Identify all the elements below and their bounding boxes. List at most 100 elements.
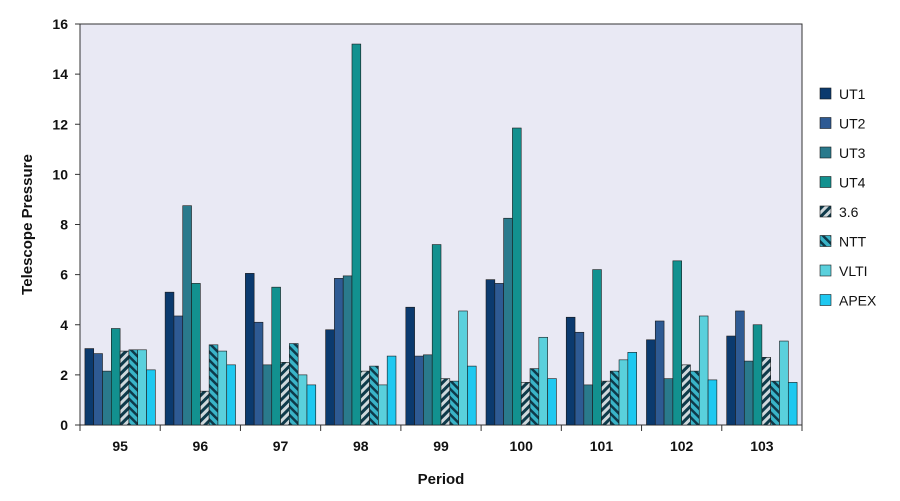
axes-layer: 0 2 4 6 8 10 12 14 16 95 96 97 98 99 100 101 102 103 [52, 16, 803, 454]
bar-36-97 [280, 362, 290, 426]
x-tick-label: 103 [750, 438, 774, 454]
y-tick-label: 12 [52, 116, 68, 132]
y-tick-label: 8 [60, 217, 68, 233]
bar-36-100 [520, 382, 531, 426]
bar-36-102 [681, 364, 691, 426]
bar-apex-97 [306, 384, 317, 426]
bar-ntt-101 [609, 370, 620, 426]
bar-ut2-99 [414, 355, 424, 426]
x-tick-label: 97 [273, 438, 289, 454]
bar-ut4-97 [271, 286, 281, 426]
bar-apex-101 [627, 352, 637, 426]
bar-ut2-101 [574, 331, 585, 426]
bar-ut2-96 [173, 315, 184, 426]
legend-label: UT4 [839, 175, 866, 191]
bar-ut1-96 [164, 291, 175, 426]
legend-label: NTT [839, 234, 867, 250]
bar-36-96 [200, 390, 210, 426]
bar-ut1-99 [405, 306, 415, 426]
bar-36-103 [761, 357, 771, 426]
x-tick-label: 100 [510, 438, 534, 454]
bar-vlti-101 [618, 359, 629, 426]
bar-ntt-97 [289, 343, 299, 426]
bar-apex-98 [386, 355, 397, 426]
bar-vlti-102 [698, 315, 709, 426]
legend-swatch-ntt [819, 235, 832, 247]
bar-ut4-98 [351, 43, 362, 426]
bar-vlti-99 [458, 310, 468, 426]
bar-ut4-103 [752, 324, 763, 426]
bar-ut1-98 [325, 329, 335, 426]
bar-36-99 [440, 378, 451, 426]
bar-ut4-100 [512, 127, 522, 426]
legend-swatch-apex [819, 294, 832, 306]
bar-ut1-103 [726, 335, 736, 426]
bar-ut1-101 [565, 316, 576, 426]
bar-36-98 [360, 370, 370, 426]
bar-vlti-97 [297, 374, 308, 426]
legend-label: UT1 [839, 86, 866, 102]
legend: UT1 UT2 UT3 UT4 3.6 NTT VLTI APEX [819, 86, 877, 309]
legend-label: 3.6 [839, 204, 859, 220]
bar-apex-100 [547, 378, 557, 426]
bar-ut4-96 [191, 283, 201, 426]
bar-ntt-96 [208, 344, 219, 426]
bar-ntt-100 [529, 368, 540, 426]
bar-ut3-100 [503, 217, 513, 426]
bar-apex-102 [707, 379, 718, 426]
bar-ntt-95 [128, 349, 139, 426]
bar-ut2-102 [654, 320, 665, 426]
bar-vlti-103 [779, 340, 789, 426]
bar-ntt-103 [770, 380, 780, 426]
bar-ut3-96 [182, 205, 192, 426]
bar-vlti-100 [538, 336, 548, 426]
bar-36-95 [119, 350, 130, 426]
legend-label: VLTI [839, 263, 868, 279]
y-axis-title: Telescope Pressure [19, 154, 36, 295]
legend-swatch-ut2 [819, 117, 832, 129]
y-tick-label: 4 [60, 317, 68, 333]
bar-ut2-97 [253, 321, 264, 426]
bar-ut2-98 [334, 278, 344, 426]
bar-ut4-99 [431, 244, 442, 426]
x-tick-label: 96 [193, 438, 209, 454]
bar-ut2-95 [93, 353, 103, 426]
bar-ntt-102 [690, 370, 700, 426]
legend-swatch-vlti [819, 264, 832, 277]
bar-ut1-97 [245, 273, 255, 426]
legend-swatch-36 [819, 205, 832, 218]
bar-ntt-99 [449, 380, 459, 426]
legend-swatch-ut1 [819, 87, 832, 100]
bar-apex-95 [146, 369, 156, 426]
bar-apex-99 [467, 365, 477, 426]
y-tick-label: 14 [52, 66, 68, 82]
bar-vlti-95 [137, 349, 147, 426]
bar-ntt-98 [369, 365, 379, 426]
x-tick-label: 95 [112, 438, 128, 454]
legend-label: APEX [839, 293, 877, 309]
legend-swatch-ut4 [819, 176, 832, 188]
x-tick-label: 101 [590, 438, 614, 454]
bar-ut3-99 [423, 354, 433, 426]
x-tick-label: 99 [433, 438, 449, 454]
y-tick-label: 6 [60, 267, 68, 283]
bars-layer [84, 43, 798, 426]
bar-apex-103 [787, 382, 798, 426]
bar-36-101 [601, 380, 611, 426]
bar-ut3-101 [583, 384, 593, 426]
y-tick-label: 2 [60, 367, 68, 383]
bar-ut3-103 [743, 360, 754, 426]
y-tick-label: 0 [60, 417, 68, 433]
bar-ut3-95 [102, 370, 112, 426]
y-tick-label: 10 [52, 166, 68, 182]
bar-ut1-100 [485, 279, 496, 426]
bar-apex-96 [226, 364, 236, 426]
x-tick-label: 98 [353, 438, 369, 454]
y-tick-label: 16 [52, 16, 68, 32]
legend-label: UT2 [839, 116, 866, 132]
bar-ut2-100 [494, 283, 504, 426]
bar-ut1-102 [646, 339, 656, 426]
bar-ut4-95 [111, 328, 121, 426]
legend-label: UT3 [839, 145, 866, 161]
